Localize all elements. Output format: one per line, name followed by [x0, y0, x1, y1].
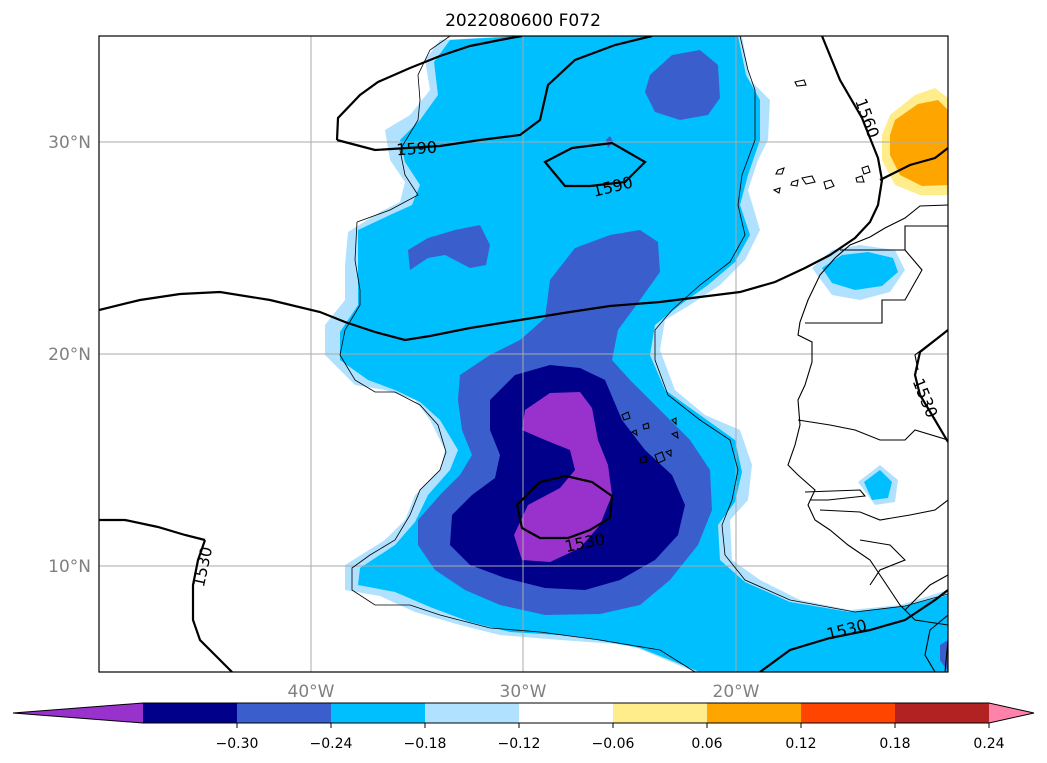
colorbar-segment	[425, 703, 520, 723]
colorbar-tick-label: −0.12	[498, 736, 541, 752]
colorbar-tick-label: −0.18	[404, 736, 447, 752]
colorbar-tick-label: 0.24	[973, 736, 1004, 752]
contour-1530-closed	[515, 474, 614, 540]
colorbar-tick-label: −0.06	[592, 736, 635, 752]
colorbar-segment	[801, 703, 896, 723]
colorbar-extend-min	[13, 703, 143, 723]
lon-label-20w: 20°W	[713, 682, 760, 702]
colorbar-segment	[331, 703, 426, 723]
contour-1530-east	[913, 329, 948, 443]
contour-1590-north	[335, 36, 523, 141]
colorbar-segment	[237, 703, 332, 723]
height-contours	[99, 36, 948, 672]
colorbar-segment	[895, 703, 990, 723]
lon-label-30w: 30°W	[500, 682, 547, 702]
fill-deepsky-africa-1	[822, 252, 898, 290]
fill-deepsky-africa-2	[864, 470, 892, 500]
lat-label-30n: 30°N	[48, 133, 91, 153]
contour-label-1590-a: 1590	[396, 138, 438, 160]
colorbar-segment	[707, 703, 802, 723]
contour-1590-closed	[543, 141, 647, 188]
contour-1560-east	[879, 147, 948, 181]
lat-label-10n: 10°N	[48, 557, 91, 577]
fill-purple-main	[514, 392, 612, 562]
coastlines	[621, 79, 948, 672]
fill-royal-west	[408, 225, 490, 270]
fill-royal-north	[645, 50, 720, 120]
colorbar-tick-label: −0.24	[310, 736, 353, 752]
contour-1590-north-2	[336, 36, 653, 152]
contour-1530-south	[759, 589, 948, 672]
colorbar-tick-label: 0.12	[785, 736, 816, 752]
map-title: 2022080600 F072	[445, 11, 601, 31]
colorbar-segment	[519, 703, 614, 723]
colorbar-segment	[613, 703, 708, 723]
colorbar: −0.30 −0.24 −0.18 −0.12 −0.06 0.06 0.12 0.18 0.2…	[12, 702, 1035, 752]
map-area: 1590 1590 1560 1530 1530 1530 1530	[99, 36, 948, 672]
colorbar-tick-label: −0.30	[216, 736, 259, 752]
colorbar-extend-max	[989, 703, 1034, 723]
fill-navy-main	[450, 365, 685, 590]
contour-1560	[99, 36, 884, 342]
fill-orange-ne	[890, 100, 948, 186]
colorbar-segment	[143, 703, 238, 723]
gridlines	[99, 36, 948, 672]
contour-1530-west	[99, 518, 233, 672]
colorbar-tick-label: 0.06	[691, 736, 722, 752]
colorbar-tick-label: 0.18	[879, 736, 910, 752]
map-frame	[98, 35, 949, 673]
lon-label-40w: 40°W	[288, 682, 335, 702]
lat-label-20n: 20°N	[48, 345, 91, 365]
